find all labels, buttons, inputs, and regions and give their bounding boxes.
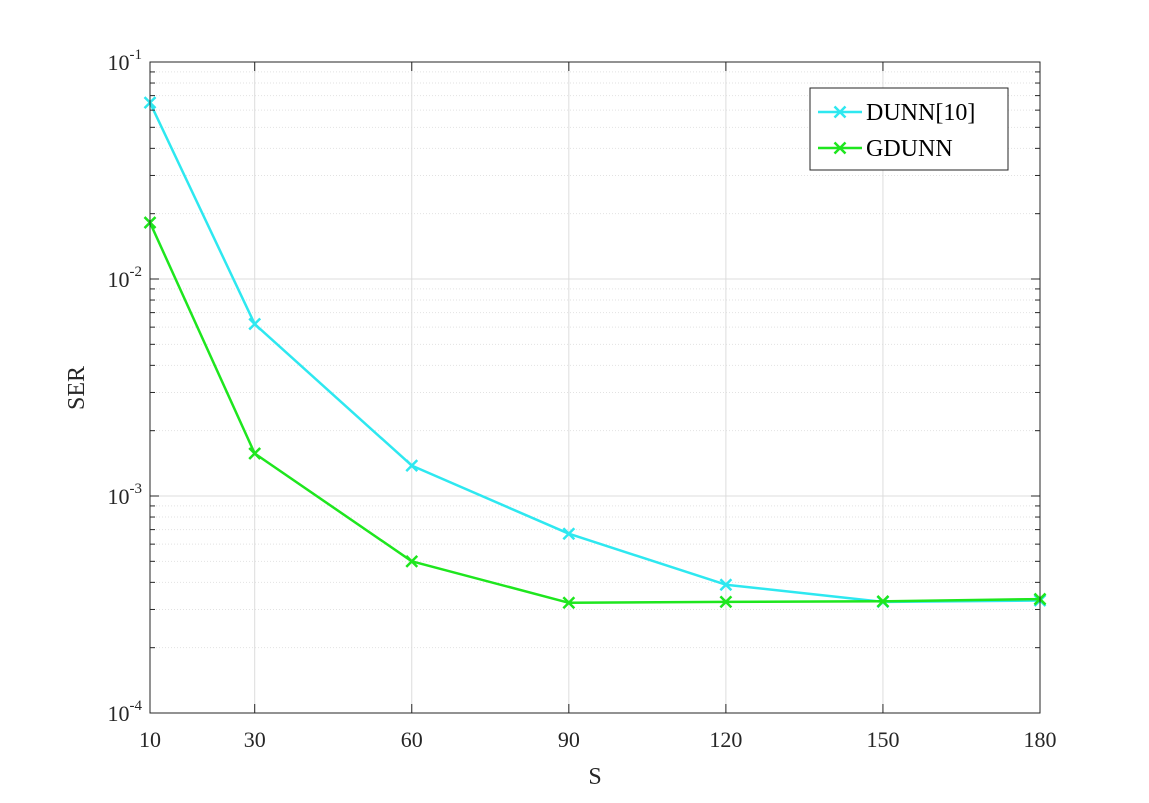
data-point (719, 578, 733, 592)
x-tick-label: 150 (866, 727, 899, 752)
x-tick-label: 30 (244, 727, 266, 752)
series-layer (143, 96, 1047, 610)
data-point (719, 595, 733, 609)
data-point (405, 459, 419, 473)
x-tick-label: 10 (139, 727, 161, 752)
legend: DUNN[10] GDUNN (809, 87, 1009, 171)
y-tick-label: 10-3 (108, 481, 143, 509)
legend-label: DUNN[10] (866, 100, 975, 126)
data-point (562, 527, 576, 541)
data-point (405, 554, 419, 568)
x-tick-label: 90 (558, 727, 580, 752)
legend-marker (833, 105, 847, 119)
x-tick-label: 120 (709, 727, 742, 752)
x-tick-labels: 10 30 60 90 120 150 180 (139, 727, 1057, 752)
y-tick-labels: 10-1 10-2 10-3 10-4 (108, 47, 143, 726)
plot-frame (149, 61, 1041, 714)
x-tick-label: 60 (401, 727, 423, 752)
data-point (248, 317, 262, 331)
y-tick-label: 10-2 (108, 264, 143, 292)
x-axis-title: S (588, 764, 601, 790)
y-tick-label: 10-1 (108, 47, 143, 75)
y-tick-label: 10-4 (108, 698, 143, 726)
ticks (149, 61, 1041, 714)
y-axis-title: SER (64, 366, 90, 410)
x-tick-label: 180 (1024, 727, 1057, 752)
legend-item: DUNN[10] (818, 100, 975, 126)
data-point (248, 447, 262, 460)
legend-box (809, 87, 1009, 171)
data-point (876, 594, 890, 608)
data-point (562, 596, 576, 610)
legend-label: GDUNN (866, 136, 953, 162)
legend-marker (833, 141, 847, 155)
legend-item: GDUNN (818, 136, 953, 162)
